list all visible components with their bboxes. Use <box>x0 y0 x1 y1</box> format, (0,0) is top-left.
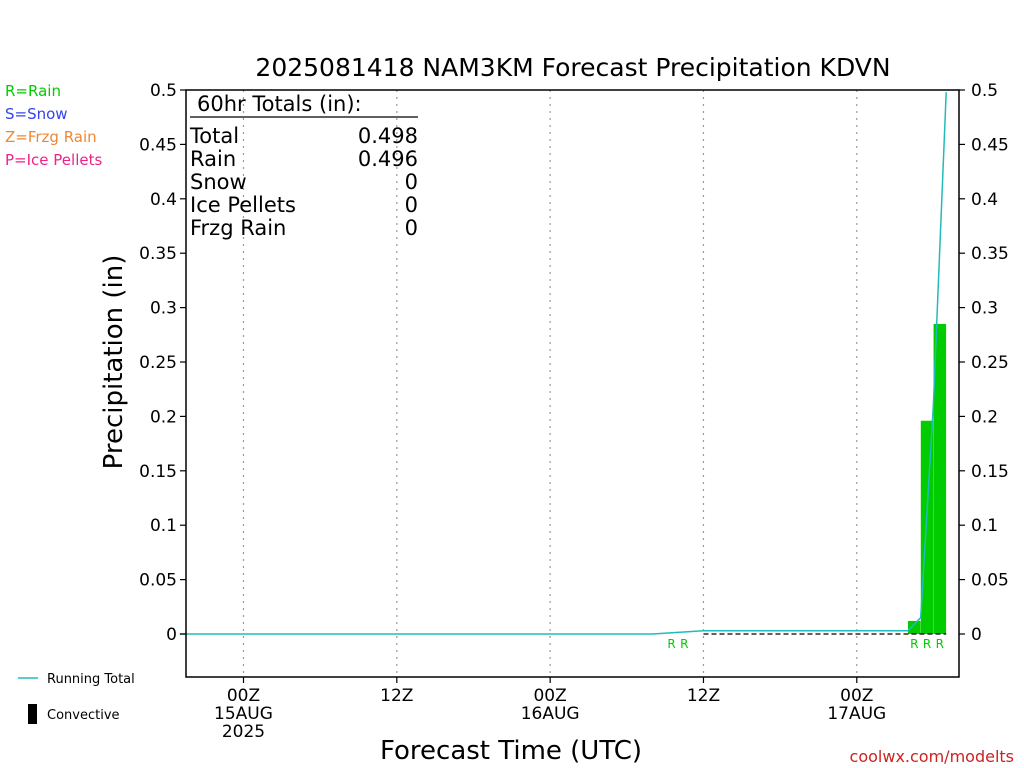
line-legend-label: Convective <box>47 708 120 723</box>
x-axis-label: Forecast Time (UTC) <box>380 736 642 766</box>
line-legend: Running Total Convective <box>18 672 135 724</box>
plot-frame <box>185 89 960 678</box>
precip-bar <box>908 620 921 634</box>
x-tick-label: 12Z <box>687 686 720 706</box>
totals-row-value: 0 <box>405 193 418 217</box>
precip-bar <box>933 323 947 634</box>
y-tick-label-right: 0.35 <box>971 244 1009 264</box>
y-tick-label-right: 0 <box>971 625 982 645</box>
y-tick-label: 0.4 <box>150 190 177 210</box>
ptype-legend-item: R=Rain <box>5 82 61 100</box>
y-tick-label-right: 0.25 <box>971 353 1009 373</box>
lines <box>179 92 947 635</box>
precip-type-marker: R <box>680 637 688 651</box>
precip-type-marker: R <box>923 637 931 651</box>
totals-row-value: 0.496 <box>358 147 418 171</box>
bars <box>908 323 947 634</box>
y-tick-label-right: 0.2 <box>971 407 998 427</box>
precip-type-marker: R <box>667 637 675 651</box>
y-tick-label: 0.35 <box>139 244 177 264</box>
convective-swatch <box>28 704 37 724</box>
ptype-legend-item: P=Ice Pellets <box>5 151 102 169</box>
chart-title: 2025081418 NAM3KM Forecast Precipitation… <box>255 53 890 82</box>
totals-heading: 60hr Totals (in): <box>197 92 362 116</box>
x-tick-label: 16AUG <box>521 704 580 724</box>
x-tick-label: 17AUG <box>827 704 886 724</box>
x-tick-label: 12Z <box>380 686 413 706</box>
precip-type-marker: R <box>910 637 918 651</box>
y-tick-label-right: 0.45 <box>971 135 1009 155</box>
y-tick-label: 0.2 <box>150 407 177 427</box>
y-axis-label: Precipitation (in) <box>99 255 129 470</box>
y-tick-label-right: 0.1 <box>971 516 998 536</box>
credit-text: coolwx.com/modelts <box>850 747 1014 766</box>
totals-row-value: 0 <box>405 216 418 240</box>
totals-box: 60hr Totals (in): Total 0.498 Rain 0.496 Snow… <box>189 92 418 240</box>
totals-row-value: 0 <box>405 170 418 194</box>
y-tick-label-right: 0.3 <box>971 299 998 319</box>
y-tick-label: 0.5 <box>150 81 177 101</box>
totals-row-label: Ice Pellets <box>190 193 296 217</box>
y-tick-label: 0.3 <box>150 299 177 319</box>
ptype-legend-item: S=Snow <box>5 105 68 123</box>
totals-row-label: Frzg Rain <box>190 216 286 240</box>
totals-row-label: Rain <box>190 147 236 171</box>
running-total-line <box>179 92 947 635</box>
x-tick-label: 00Z <box>840 686 873 706</box>
y-tick-label-right: 0.15 <box>971 462 1009 482</box>
totals-row-label: Total <box>189 124 239 148</box>
y-tick-label: 0.15 <box>139 462 177 482</box>
y-tick-label: 0.45 <box>139 135 177 155</box>
y-axis-ticks: 0 00.05 0.050.1 0.10.15 0.150.2 0.20.25 0.250.… <box>139 81 1009 645</box>
x-tick-label: 15AUG <box>214 704 273 724</box>
y-tick-label-right: 0.5 <box>971 81 998 101</box>
ptype-legend-item: Z=Frzg Rain <box>5 128 97 146</box>
y-tick-label: 0.05 <box>139 571 177 591</box>
precip-type-marker: R <box>936 637 944 651</box>
totals-row-label: Snow <box>190 170 247 194</box>
grid <box>242 90 858 677</box>
y-tick-label: 0.25 <box>139 353 177 373</box>
x-tick-label: 00Z <box>227 686 260 706</box>
x-tick-label: 00Z <box>533 686 566 706</box>
totals-row-value: 0.498 <box>358 124 418 148</box>
x-tick-label: 2025 <box>222 722 265 742</box>
precip-bar <box>920 420 934 634</box>
y-tick-label-right: 0.4 <box>971 190 998 210</box>
y-tick-label-right: 0.05 <box>971 571 1009 591</box>
y-tick-label: 0 <box>166 625 177 645</box>
y-tick-label: 0.1 <box>150 516 177 536</box>
precip-type-legend: R=Rain S=Snow Z=Frzg Rain P=Ice Pellets <box>5 82 102 169</box>
line-legend-label: Running Total <box>47 672 135 687</box>
